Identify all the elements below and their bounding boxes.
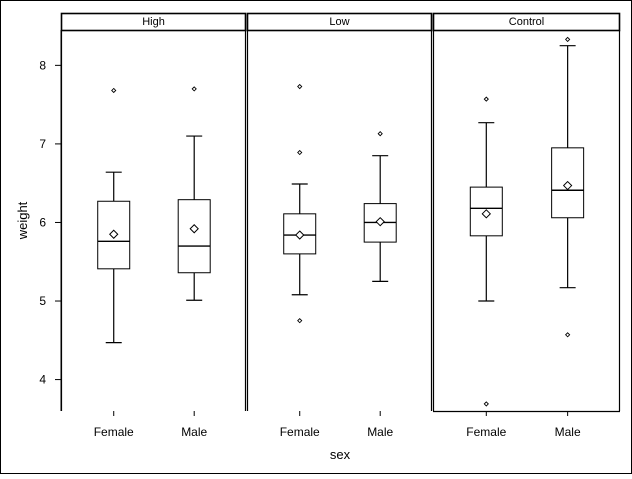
- box-mean-marker: [481, 209, 492, 219]
- outlier-point: [377, 131, 383, 137]
- x-tick-label: Female: [280, 425, 320, 439]
- box-low-male: Male: [363, 131, 397, 439]
- panel-high: High Female Male: [60, 12, 247, 439]
- box-low-female: Female: [280, 83, 320, 439]
- outlier-point: [483, 96, 489, 102]
- box-mean-marker: [295, 230, 305, 240]
- x-tick-label: Female: [466, 425, 506, 439]
- outlier-point: [565, 332, 571, 338]
- box-mean-marker: [562, 180, 573, 191]
- panel-strip: [60, 12, 247, 32]
- panel-strip-label: Low: [329, 16, 349, 28]
- outlier-point: [297, 83, 303, 90]
- outlier-point: [565, 36, 571, 43]
- y-tick-label: 4: [39, 373, 46, 387]
- panel-strip: [432, 12, 621, 32]
- outlier-point: [297, 318, 303, 324]
- box-high-male: Male: [177, 86, 211, 439]
- box-mean-marker: [109, 229, 119, 239]
- y-tick-label: 6: [39, 215, 46, 229]
- outlier-point: [191, 86, 197, 92]
- box-iqr: [177, 199, 211, 274]
- outlier-point: [297, 149, 303, 156]
- box-high-female: Female: [94, 87, 134, 439]
- panel-low: Low Female Male: [246, 12, 433, 439]
- outlier-point: [111, 87, 117, 94]
- y-axis-label: weight: [15, 201, 30, 240]
- panel-control: Control Female Male: [432, 12, 621, 439]
- y-tick-label: 5: [39, 294, 46, 308]
- x-tick-label: Male: [367, 425, 393, 439]
- box-mean-marker: [189, 224, 199, 234]
- box-control-male: Male: [551, 36, 585, 439]
- outlier-point: [483, 401, 489, 407]
- panel-strip-label: High: [142, 16, 165, 28]
- box-control-female: Female: [466, 96, 507, 439]
- x-tick-label: Male: [181, 425, 207, 439]
- box-mean-marker: [375, 216, 385, 227]
- panel-strip-label: Control: [509, 16, 544, 28]
- x-tick-label: Male: [555, 425, 581, 439]
- x-axis-label: sex: [330, 447, 351, 462]
- panel-strip: [246, 12, 433, 32]
- y-tick-label: 8: [39, 58, 46, 72]
- y-tick-label: 7: [39, 137, 46, 151]
- x-tick-label: Female: [94, 425, 134, 439]
